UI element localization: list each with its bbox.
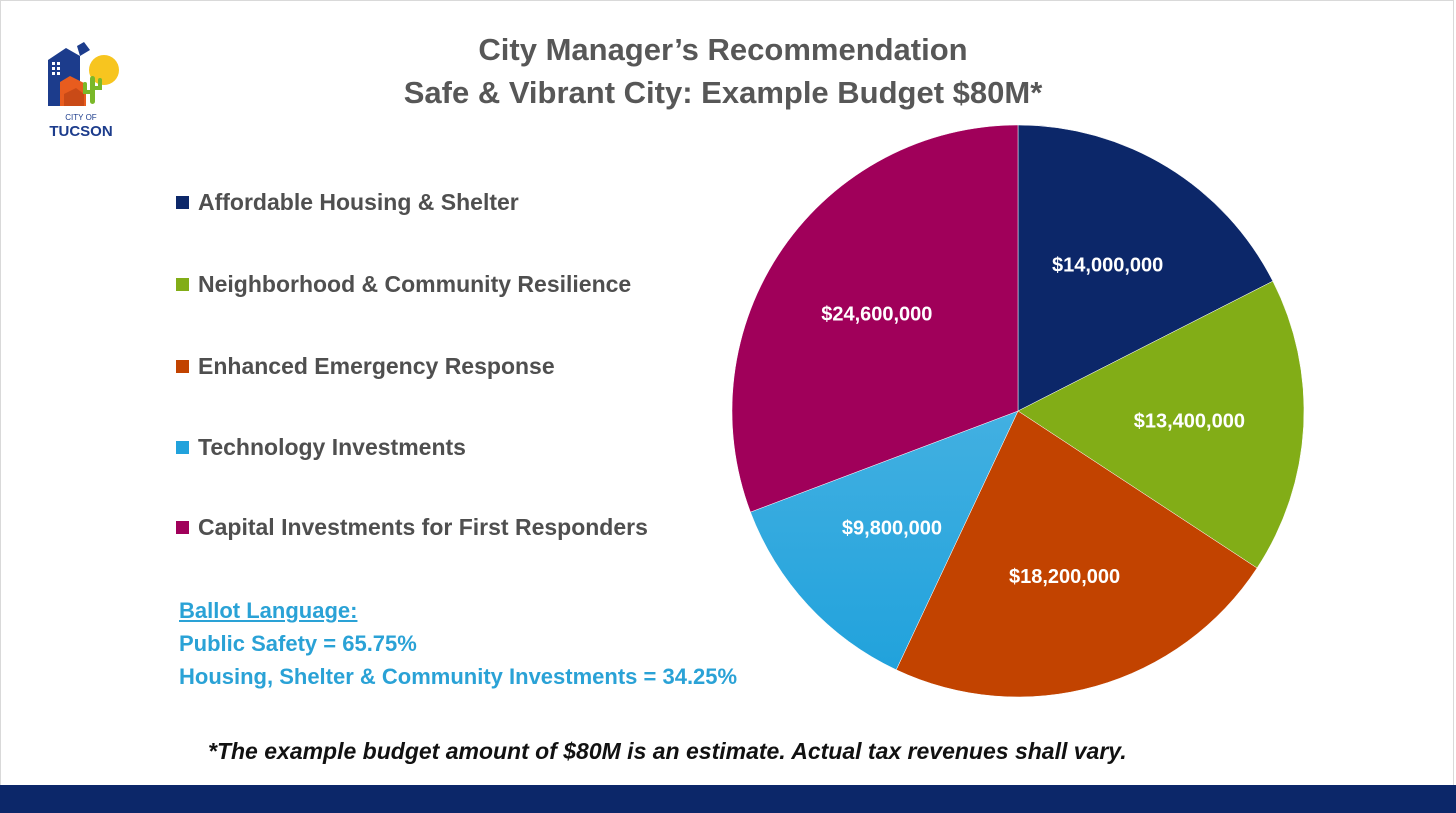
- legend-swatch: [176, 521, 189, 534]
- ballot-language: Ballot Language: Public Safety = 65.75% …: [179, 594, 737, 693]
- logo-name: TUCSON: [49, 123, 112, 140]
- pie-slice-technology-investments: [750, 410, 1019, 671]
- legend-swatch: [176, 278, 189, 291]
- legend-entry-technology-investments: Technology Investments: [176, 427, 466, 467]
- tucson-logo-icon: CITY OF TUCSON: [48, 42, 119, 140]
- data-label-neighborhood-resilience: $13,400,000: [1134, 410, 1245, 432]
- data-label-affordable-housing: $14,000,000: [1052, 255, 1163, 277]
- chart-title-line-2: Safe & Vibrant City: Example Budget $80M…: [403, 75, 1043, 110]
- data-label-technology-investments: $9,800,000: [842, 517, 942, 539]
- ballot-housing-community: Housing, Shelter & Community Investments…: [179, 664, 738, 689]
- legend-label: Enhanced Emergency Response: [198, 353, 555, 379]
- legend-label: Affordable Housing & Shelter: [198, 189, 519, 215]
- data-label-capital-investments: $24,600,000: [821, 303, 932, 325]
- legend-entry-affordable-housing: Affordable Housing & Shelter: [176, 182, 519, 222]
- legend-swatch: [176, 196, 189, 209]
- budget-pie-chart: $14,000,000 $13,400,000 $18,200,000 $9,800,…: [731, 124, 1305, 698]
- pie-slice-emergency-response: [895, 410, 1258, 698]
- legend-entry-neighborhood-resilience: Neighborhood & Community Resilience: [176, 264, 631, 304]
- legend-entry-capital-investments: Capital Investments for First Responders: [176, 507, 648, 547]
- pie-slice-capital-investments: [731, 124, 1019, 513]
- legend-label: Neighborhood & Community Resilience: [198, 271, 632, 297]
- footnote: *The example budget amount of $80M is an…: [208, 738, 1127, 764]
- pie-slice-affordable-housing: [1017, 124, 1274, 412]
- chart-title-line-1: City Manager’s Recommendation: [478, 32, 968, 67]
- ballot-heading: Ballot Language:: [179, 598, 358, 623]
- legend-swatch: [176, 360, 189, 373]
- legend-swatch: [176, 441, 189, 454]
- ballot-public-safety: Public Safety = 65.75%: [179, 631, 417, 656]
- bottom-bar: [0, 785, 1456, 813]
- city-of-tucson-logo: CITY OF TUCSON: [44, 38, 124, 142]
- legend-label: Capital Investments for First Responders: [198, 514, 648, 540]
- logo-top-text: CITY OF: [65, 113, 97, 122]
- pie-slice-neighborhood-resilience: [1017, 280, 1305, 569]
- data-label-emergency-response: $18,200,000: [1009, 566, 1120, 588]
- legend-label: Technology Investments: [198, 434, 466, 460]
- legend-entry-emergency-response: Enhanced Emergency Response: [176, 346, 555, 386]
